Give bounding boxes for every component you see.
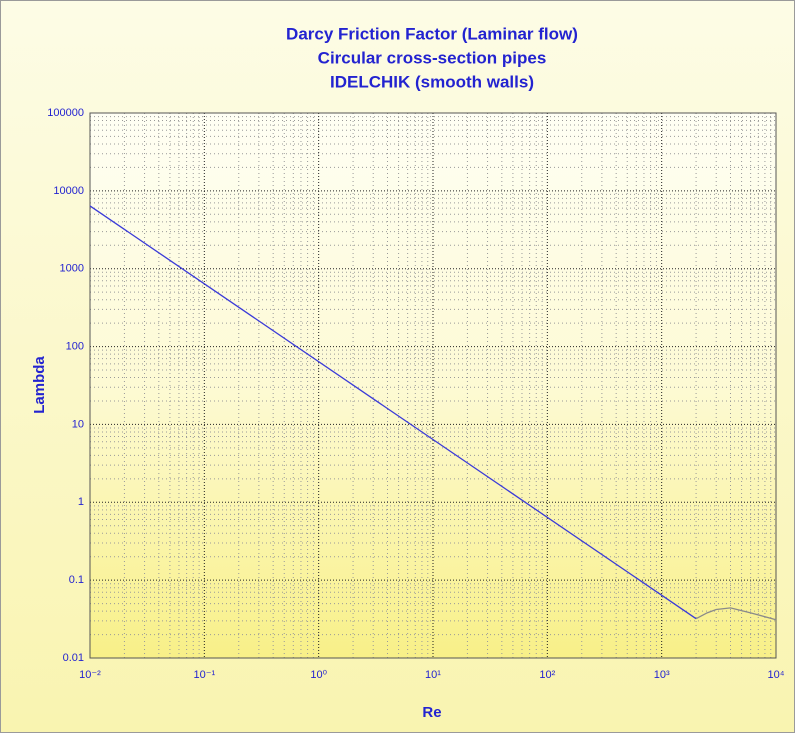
y-tick-label: 0.1 [69, 574, 84, 586]
y-tick-label: 1000 [60, 263, 84, 275]
x-tick-label: 10¹ [425, 669, 441, 681]
data-line [695, 607, 777, 621]
y-tick-label: 0.01 [63, 652, 84, 664]
chart-title: Darcy Friction Factor (Laminar flow) [286, 24, 578, 43]
x-tick-label: 10⁴ [768, 669, 785, 681]
plot-frame [89, 112, 777, 659]
x-tick-label: 10⁻² [79, 669, 101, 681]
y-tick-label: 100 [66, 340, 84, 352]
chart-title: Circular cross-section pipes [318, 48, 547, 67]
y-axis-label: Lambda [31, 356, 48, 414]
x-tick-label: 10⁻¹ [193, 669, 215, 681]
y-tick-label: 100000 [47, 107, 84, 119]
y-tick-label: 10000 [53, 185, 84, 197]
x-tick-label: 10⁰ [310, 669, 327, 681]
y-tick-label: 10 [72, 418, 84, 430]
x-axis-label: Re [422, 704, 441, 721]
y-tick-label: 1 [78, 496, 84, 508]
data-line [89, 205, 697, 620]
chart-title: IDELCHIK (smooth walls) [330, 72, 534, 91]
x-tick-label: 10² [539, 669, 555, 681]
x-tick-label: 10³ [654, 669, 670, 681]
